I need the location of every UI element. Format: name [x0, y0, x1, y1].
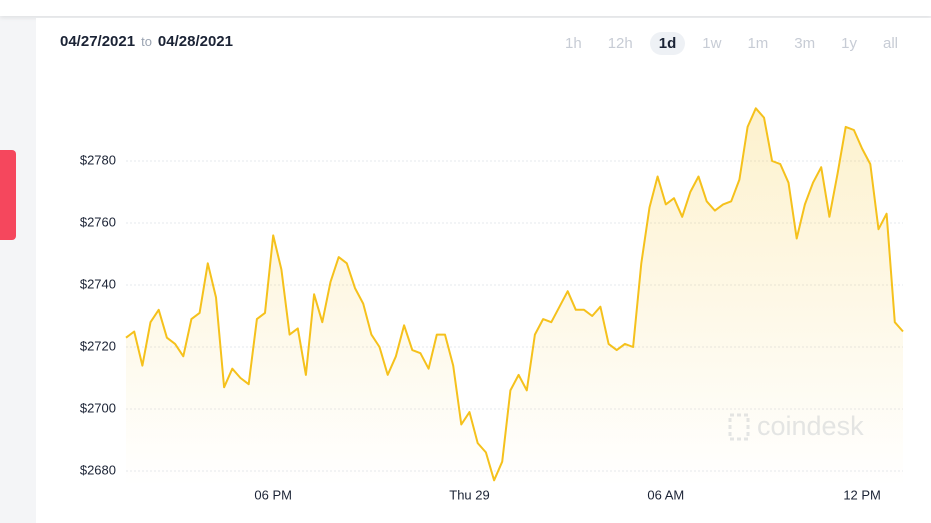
range-buttons: 1h 12h 1d 1w 1m 3m 1y all: [556, 32, 907, 55]
range-button[interactable]: 1m: [747, 35, 769, 52]
x-tick-label: 06 AM: [647, 487, 684, 502]
range-button[interactable]: 1y: [841, 35, 857, 52]
y-tick-label: $2780: [80, 152, 116, 167]
x-tick-label: 06 PM: [254, 487, 292, 502]
range-button[interactable]: 1w: [702, 35, 722, 52]
x-tick-label: 12 PM: [843, 487, 881, 502]
range-separator: to: [141, 34, 152, 49]
range-button[interactable]: all: [882, 35, 898, 52]
date-to: 04/28/2021: [157, 33, 233, 50]
range-button[interactable]: 1d: [649, 32, 686, 55]
range-button[interactable]: 1h: [565, 35, 582, 52]
x-tick-label: Thu 29: [449, 487, 489, 502]
line: [125, 107, 904, 482]
range-button[interactable]: 12h: [607, 35, 633, 52]
area: [126, 108, 903, 487]
y-tick-label: $2740: [80, 276, 116, 291]
y-tick-label: $2720: [80, 338, 116, 353]
y-tick-label: $2760: [80, 214, 116, 229]
side-tab[interactable]: [0, 150, 16, 240]
y-tick-label: $2680: [80, 462, 116, 477]
top-bar: [0, 0, 931, 16]
date-range: 04/27/2021 to 04/28/2021: [60, 33, 233, 50]
y-tick-label: $2700: [80, 400, 116, 415]
date-from: 04/27/2021: [60, 33, 136, 50]
range-button[interactable]: 3m: [794, 35, 816, 52]
